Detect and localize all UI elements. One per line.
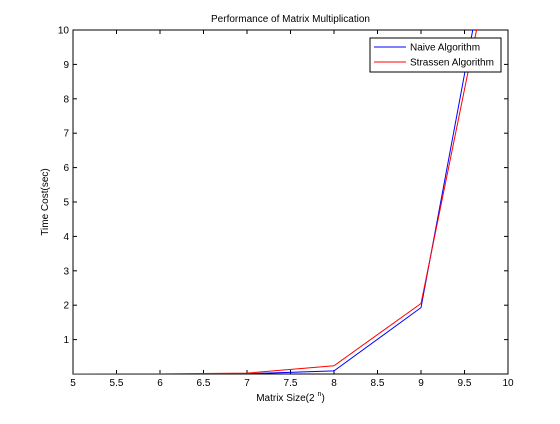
x-tick-label: 6.5 xyxy=(197,378,211,389)
x-tick-label: 5.5 xyxy=(110,378,124,389)
series-line-strassen xyxy=(73,30,478,374)
y-tick-label: 7 xyxy=(63,129,69,140)
y-tick-label: 3 xyxy=(63,266,69,277)
x-axis: 5 5.5 6 6.5 7 7.5 8 8.5 9 9.5 10 xyxy=(70,30,514,389)
legend-label-naive: Naive Algorithm xyxy=(410,43,480,54)
x-tick-label: 8 xyxy=(331,378,337,389)
y-axis-label: Time Cost(sec) xyxy=(40,168,51,235)
x-tick-label: 7 xyxy=(244,378,250,389)
legend-box xyxy=(369,37,502,73)
x-axis-label-close: ) xyxy=(321,393,324,404)
y-axis: 1 2 3 4 5 6 7 8 9 10 xyxy=(58,26,508,346)
chart-title: Performance of Matrix Multiplication xyxy=(211,14,370,25)
x-tick-label: 9 xyxy=(418,378,424,389)
x-tick-label: 8.5 xyxy=(371,378,385,389)
x-tick-label: 10 xyxy=(502,378,514,389)
y-tick-label: 6 xyxy=(63,163,69,174)
x-tick-label: 7.5 xyxy=(284,378,298,389)
legend-label-strassen: Strassen Algorithm xyxy=(410,58,494,69)
x-axis-label-main: Matrix Size(2 xyxy=(256,393,315,404)
y-tick-label: 4 xyxy=(63,232,69,243)
x-tick-label: 6 xyxy=(157,378,163,389)
y-tick-label: 5 xyxy=(63,198,69,209)
y-tick-label: 10 xyxy=(58,26,70,37)
plot-area xyxy=(72,29,509,375)
series-layer xyxy=(73,30,478,374)
x-tick-label: 9.5 xyxy=(458,378,472,389)
x-axis-label-exponent: n xyxy=(318,391,322,398)
y-tick-label: 2 xyxy=(63,301,69,312)
x-axis-label: Matrix Size(2 n) xyxy=(256,391,325,404)
legend: Naive Algorithm Strassen Algorithm xyxy=(369,37,502,73)
y-tick-label: 1 xyxy=(63,335,69,346)
y-tick-label: 9 xyxy=(63,60,69,71)
x-tick-label: 5 xyxy=(70,378,76,389)
y-tick-label: 8 xyxy=(63,94,69,105)
